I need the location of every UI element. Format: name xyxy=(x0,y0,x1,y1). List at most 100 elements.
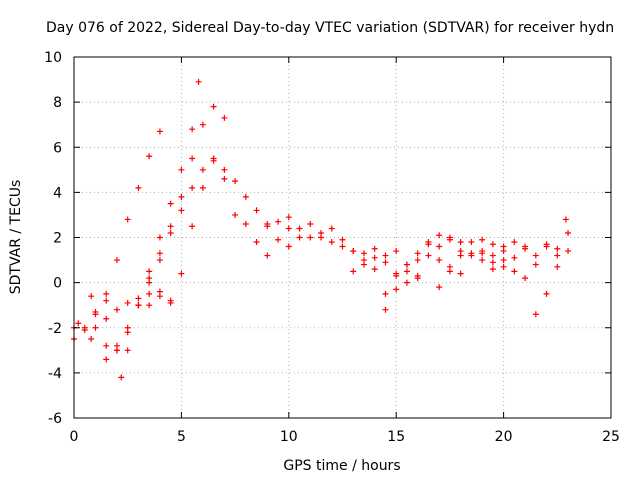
data-point xyxy=(532,311,539,318)
data-point xyxy=(146,302,153,309)
data-point xyxy=(156,288,163,295)
y-tick-label: 2 xyxy=(53,231,62,247)
data-point xyxy=(264,223,271,230)
data-point xyxy=(210,157,217,164)
data-point xyxy=(221,114,228,121)
x-tick-label: 10 xyxy=(280,429,298,445)
data-point xyxy=(167,299,174,306)
data-point xyxy=(221,175,228,182)
data-layer xyxy=(71,78,572,381)
data-point xyxy=(403,268,410,275)
data-point xyxy=(189,184,196,191)
data-point xyxy=(436,257,443,264)
data-point xyxy=(167,229,174,236)
data-point xyxy=(189,126,196,133)
series-track-1 xyxy=(71,128,163,334)
data-point xyxy=(253,207,260,214)
chart-title: Day 076 of 2022, Sidereal Day-to-day VTE… xyxy=(46,20,614,36)
data-point xyxy=(103,315,110,322)
series-track-11 xyxy=(425,236,572,277)
data-point xyxy=(468,250,475,257)
data-point xyxy=(532,261,539,268)
data-point xyxy=(253,239,260,246)
data-point xyxy=(446,263,453,270)
series-track-13 xyxy=(479,229,572,259)
data-point xyxy=(189,155,196,162)
data-point xyxy=(124,324,131,331)
data-point xyxy=(285,214,292,221)
data-point xyxy=(124,347,131,354)
x-tick-label: 20 xyxy=(495,429,513,445)
data-point xyxy=(328,225,335,232)
data-point xyxy=(296,225,303,232)
data-point xyxy=(500,263,507,270)
data-point xyxy=(350,268,357,275)
y-axis-label: SDTVAR / TECUs xyxy=(8,180,24,295)
data-point xyxy=(103,290,110,297)
data-point xyxy=(489,259,496,266)
data-point xyxy=(457,270,464,277)
data-point xyxy=(167,200,174,207)
data-point xyxy=(382,252,389,259)
data-point xyxy=(339,236,346,243)
data-point xyxy=(88,293,95,300)
data-point xyxy=(146,268,153,275)
data-point xyxy=(199,184,206,191)
data-point xyxy=(318,234,325,241)
data-point xyxy=(511,239,518,246)
series-track-10 xyxy=(382,234,507,313)
data-point xyxy=(113,306,120,313)
data-point xyxy=(81,324,88,331)
data-point xyxy=(156,257,163,264)
y-tick-label: 6 xyxy=(53,140,62,156)
data-point xyxy=(350,248,357,255)
y-tick-label: -6 xyxy=(48,411,62,427)
data-point xyxy=(285,225,292,232)
data-point xyxy=(414,275,421,282)
y-tick-label: 4 xyxy=(53,185,62,201)
data-point xyxy=(414,250,421,257)
data-point xyxy=(178,166,185,173)
data-point xyxy=(403,279,410,286)
data-point xyxy=(489,252,496,259)
data-point xyxy=(382,306,389,313)
data-point xyxy=(167,223,174,230)
data-point xyxy=(88,336,95,343)
data-point xyxy=(328,239,335,246)
data-point xyxy=(360,250,367,257)
data-point xyxy=(414,257,421,264)
data-point xyxy=(146,153,153,160)
data-point xyxy=(360,261,367,268)
data-point xyxy=(199,166,206,173)
data-point xyxy=(479,257,486,264)
series-track-4 xyxy=(92,155,271,354)
data-point xyxy=(178,193,185,200)
data-point xyxy=(371,266,378,273)
data-point xyxy=(543,241,550,248)
data-point xyxy=(403,261,410,268)
data-point xyxy=(425,241,432,248)
data-point xyxy=(113,347,120,354)
data-point xyxy=(264,252,271,259)
data-point xyxy=(75,320,82,327)
data-point xyxy=(457,239,464,246)
data-point xyxy=(382,290,389,297)
data-point xyxy=(307,234,314,241)
data-point xyxy=(436,232,443,239)
data-point xyxy=(489,241,496,248)
y-tick-label: 8 xyxy=(53,95,62,111)
data-point xyxy=(146,279,153,286)
data-point xyxy=(242,193,249,200)
data-point xyxy=(242,220,249,227)
data-point xyxy=(393,272,400,279)
data-point xyxy=(371,245,378,252)
data-point xyxy=(562,216,569,223)
series-track-9 xyxy=(350,232,464,297)
y-tick-label: 0 xyxy=(53,276,62,292)
y-tick-label: -4 xyxy=(48,366,62,382)
data-point xyxy=(543,290,550,297)
data-point xyxy=(92,311,99,318)
data-point xyxy=(554,263,561,270)
axis-ticks: 0 5 10 15 20 25 -6 -4 -2 0 2 4 6 8 10 xyxy=(44,50,620,445)
data-point xyxy=(156,128,163,135)
